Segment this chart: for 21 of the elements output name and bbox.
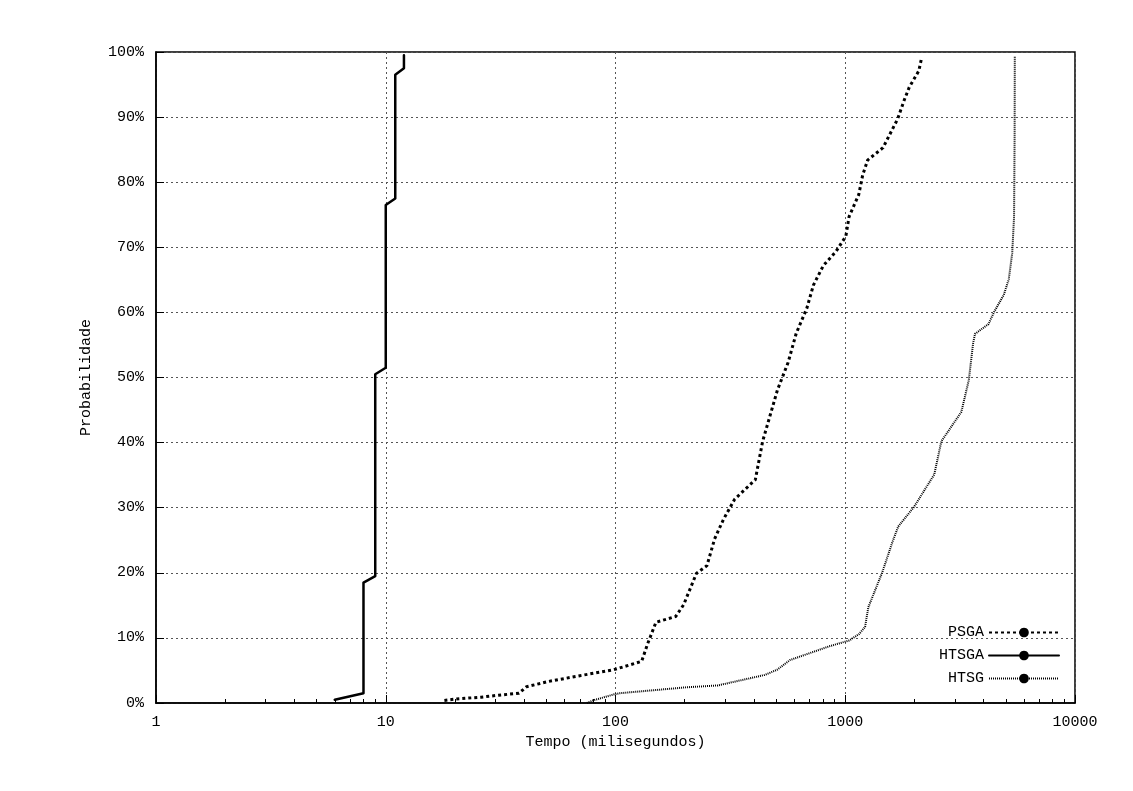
- y-tick-label: 20%: [116, 564, 145, 582]
- x-tick-label: 10000: [1052, 714, 1098, 731]
- y-tick-label: 30%: [116, 499, 145, 517]
- y-tick-label: 100%: [107, 43, 145, 61]
- legend-label: PSGA: [947, 624, 984, 641]
- y-tick-label: 90%: [116, 108, 145, 126]
- x-tick-label: 1000: [827, 714, 864, 731]
- y-axis-title: Probabilidade: [78, 318, 95, 437]
- legend-label: HTSGA: [938, 647, 984, 664]
- y-tick-label: 50%: [116, 369, 145, 386]
- y-tick-label: 40%: [116, 434, 145, 452]
- x-tick-label: 10: [376, 714, 395, 731]
- y-tick-label: 70%: [116, 238, 145, 256]
- y-tick-label: 60%: [116, 303, 145, 321]
- x-tick-label: 1: [151, 714, 161, 731]
- y-tick-label: 10%: [116, 629, 145, 647]
- x-tick-label: 100: [601, 714, 630, 731]
- y-tick-label: 0%: [125, 694, 145, 712]
- legend-label: HTSG: [947, 670, 984, 687]
- x-axis-title: Tempo (milisegundos): [525, 734, 706, 751]
- y-tick-label: 80%: [116, 173, 145, 191]
